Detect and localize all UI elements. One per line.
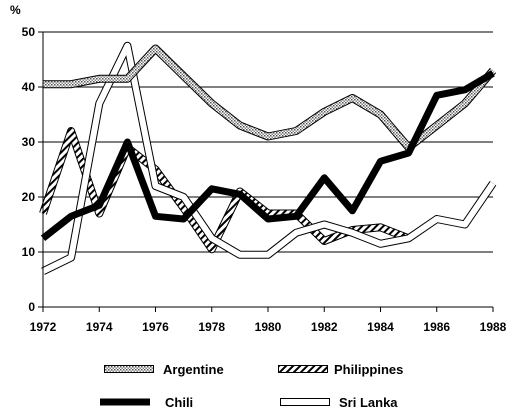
y-tick-label-0: 0 [28,300,35,314]
x-tick-label-1972: 1972 [30,320,57,334]
x-tick-label-1976: 1976 [142,320,169,334]
legend: Argentine Philippines Chili Sri Lanka [100,362,403,410]
y-tick-label-40: 40 [22,80,36,94]
y-axis-label: % [10,3,21,17]
series-lines [39,41,497,275]
y-tick-label-30: 30 [22,135,36,149]
x-tick-label-1980: 1980 [255,320,282,334]
legend-label-philippines: Philippines [334,362,403,377]
y-tick-label-10: 10 [22,245,36,259]
series-line-sri-lanka [41,42,496,274]
legend-item-sri-lanka: Sri Lanka [280,395,398,410]
legend-item-chili: Chili [100,395,193,410]
x-tick-label-1986: 1986 [423,320,450,334]
y-tick-label-50: 50 [22,25,36,39]
y-axis-ticks: 0 10 20 30 40 50 [22,25,43,314]
legend-item-philippines: Philippines [278,362,403,377]
legend-label-sri-lanka: Sri Lanka [339,395,398,410]
series-chili [40,70,495,242]
axes [42,32,493,308]
y-tick-label-20: 20 [22,190,36,204]
x-tick-label-1974: 1974 [86,320,113,334]
x-axis-ticks: 1972 1974 1976 1978 1980 1982 1984 1986 1988 [30,307,507,334]
series-argentine [43,44,497,152]
legend-item-argentine: Argentine [104,362,224,377]
gridlines [43,31,493,253]
x-tick-label-1978: 1978 [198,320,225,334]
series-line-chili [40,70,495,242]
legend-label-chili: Chili [165,395,193,410]
series-sri-lanka [41,41,497,275]
x-tick-label-1988: 1988 [480,320,507,334]
legend-label-argentine: Argentine [163,362,224,377]
x-tick-label-1982: 1982 [311,320,338,334]
x-tick-label-1984: 1984 [367,320,394,334]
